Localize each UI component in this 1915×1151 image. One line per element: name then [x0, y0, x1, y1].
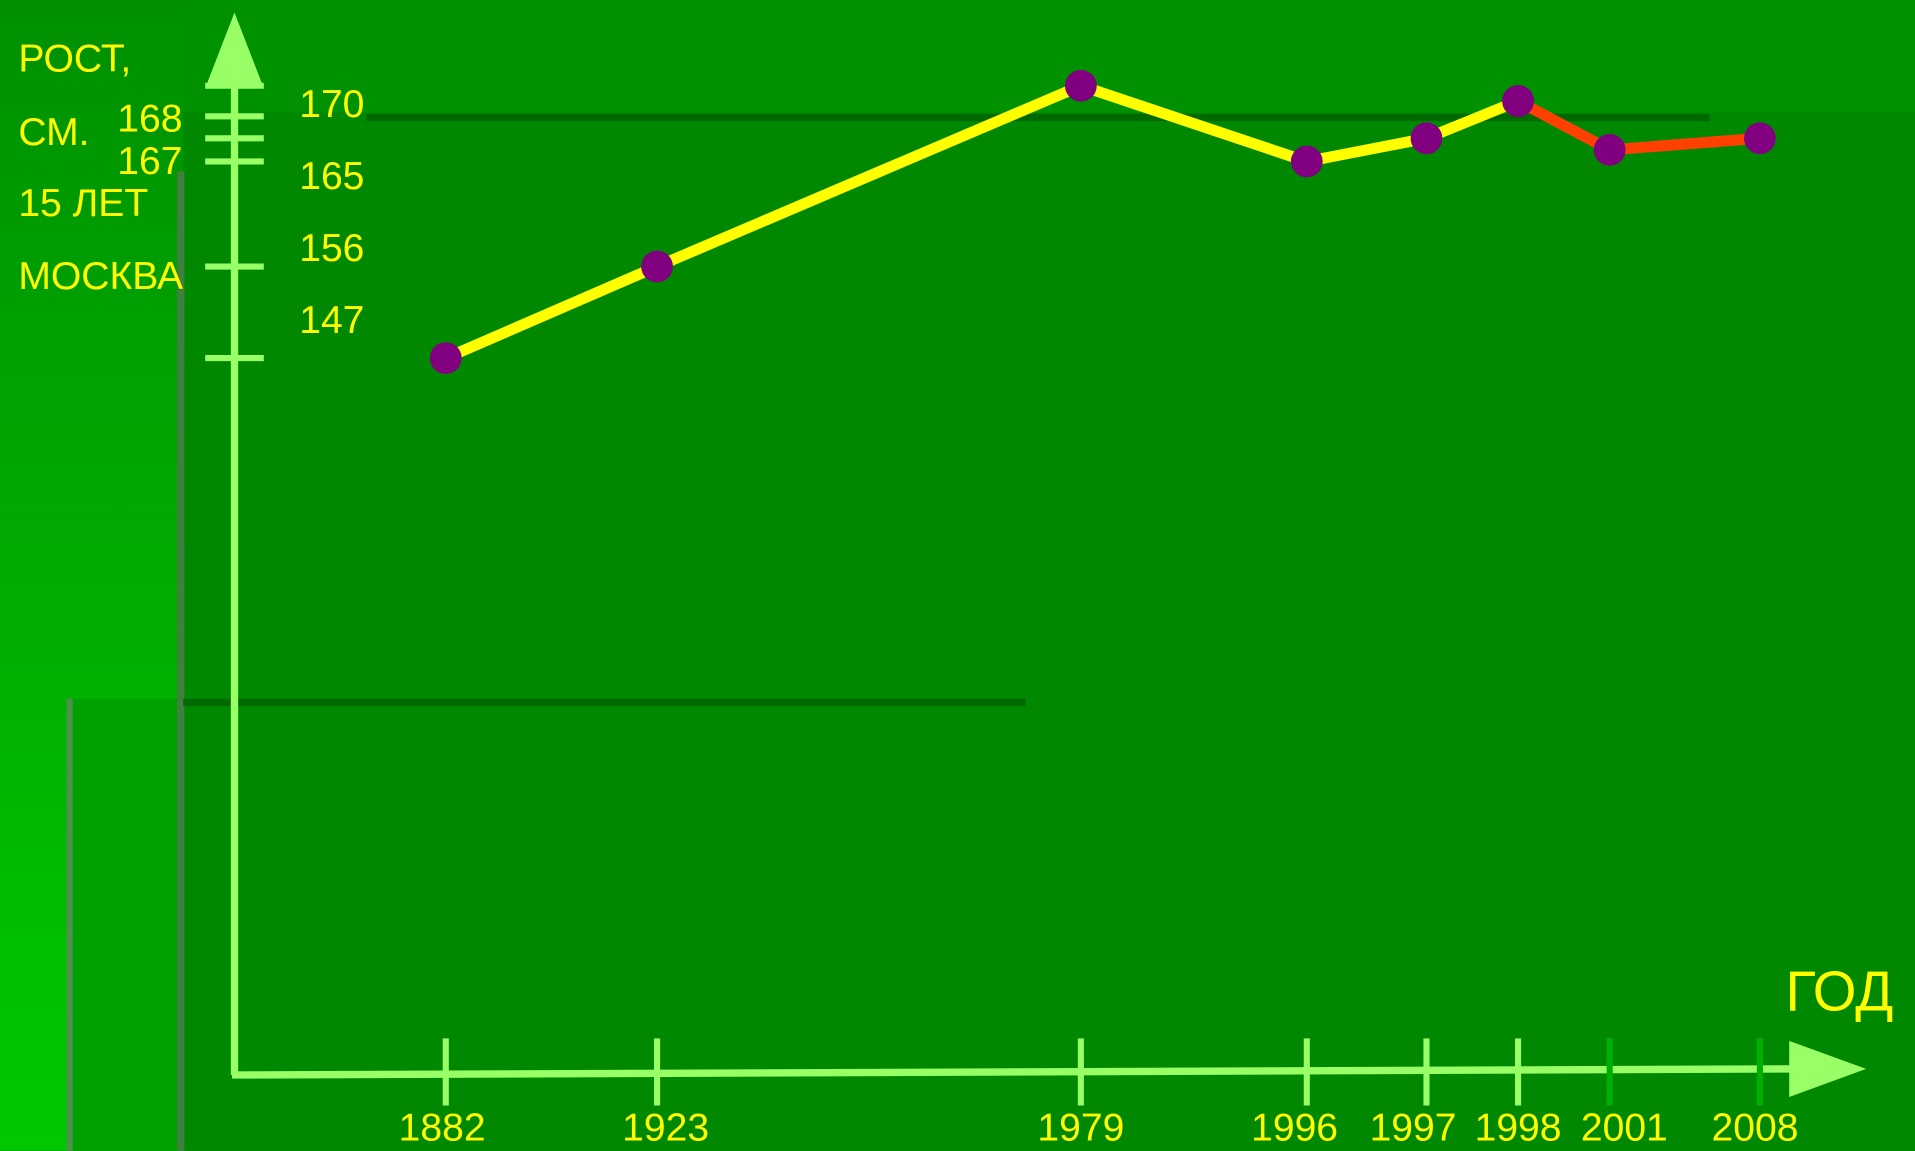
x-tick-label: 1923 [622, 1106, 709, 1149]
y-tick-label: 168 [117, 98, 182, 141]
x-tick-label: 2001 [1581, 1106, 1668, 1149]
data-point [1290, 145, 1323, 178]
x-tick-label: 1997 [1370, 1106, 1457, 1149]
x-tick-label: 1979 [1037, 1106, 1124, 1149]
y-label: 15 ЛЕТ [18, 182, 148, 225]
x-tick-label: 2008 [1712, 1106, 1799, 1149]
x-axis [232, 1065, 1796, 1079]
y-label: СМ. [18, 111, 89, 154]
y-tick-label: 147 [299, 299, 364, 342]
background-panel [67, 698, 180, 1151]
y-axis-arrow [205, 12, 264, 89]
data-point [1410, 122, 1443, 155]
data-point [429, 342, 462, 374]
data-point [641, 250, 673, 283]
x-label: ГОД [1786, 959, 1894, 1022]
y-tick-label: 170 [299, 83, 364, 126]
y-label: РОСТ, [18, 38, 131, 81]
x-tick-label: 1998 [1475, 1106, 1562, 1149]
data-point [1502, 85, 1534, 117]
data-point [1593, 133, 1626, 166]
data-point [1744, 122, 1776, 155]
y-tick-label: 156 [299, 227, 364, 270]
background-band [0, 0, 1915, 113]
data-point [1064, 69, 1097, 102]
x-tick-label: 1996 [1251, 1106, 1338, 1149]
x-tick-label: 1882 [399, 1106, 486, 1149]
series-line [443, 80, 1521, 364]
y-label: МОСКВА [18, 255, 183, 298]
x-axis-arrow [1789, 1040, 1867, 1097]
y-tick-label: 167 [117, 140, 182, 183]
y-tick-label: 165 [299, 155, 364, 198]
